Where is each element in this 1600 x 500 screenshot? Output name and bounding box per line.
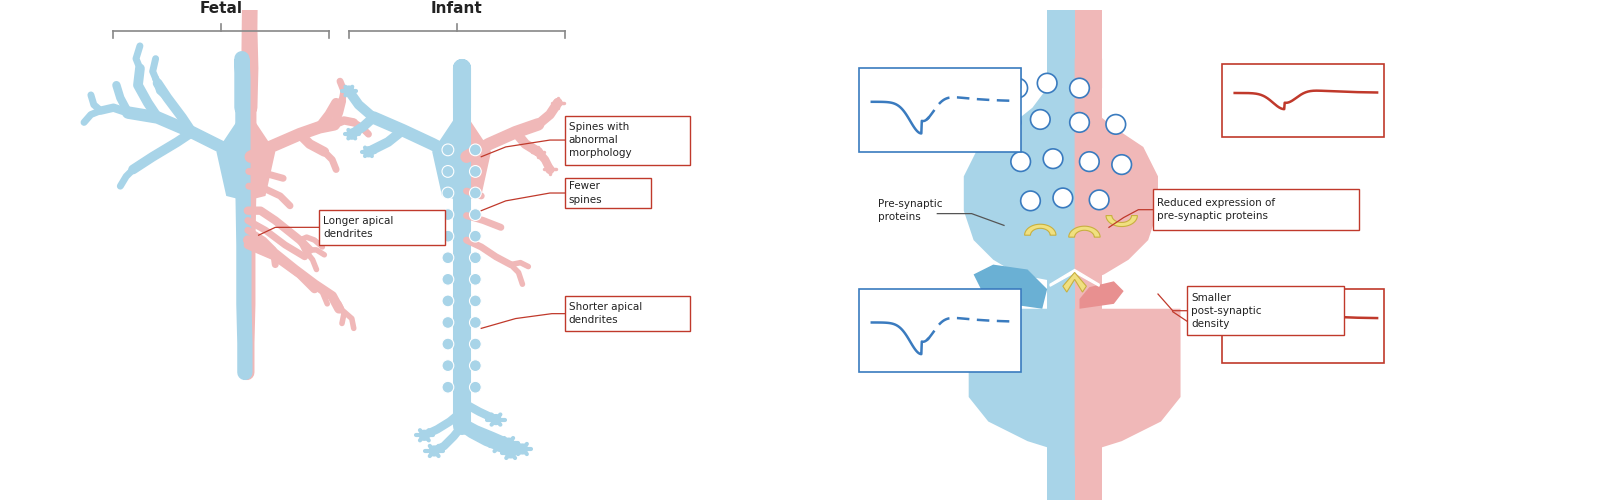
- Text: Spines with
abnormal
morphology: Spines with abnormal morphology: [568, 122, 630, 158]
- Circle shape: [469, 295, 482, 307]
- Text: Fetal: Fetal: [200, 2, 243, 16]
- Circle shape: [554, 99, 562, 106]
- Circle shape: [1070, 112, 1090, 132]
- Polygon shape: [1106, 216, 1138, 226]
- Circle shape: [469, 382, 482, 393]
- Circle shape: [442, 295, 454, 307]
- Circle shape: [363, 147, 373, 156]
- Polygon shape: [968, 308, 1075, 456]
- Circle shape: [469, 144, 482, 156]
- Circle shape: [442, 187, 454, 199]
- Text: Smaller
post-synaptic
density: Smaller post-synaptic density: [1192, 292, 1262, 329]
- Circle shape: [1112, 155, 1131, 174]
- Circle shape: [1090, 190, 1109, 210]
- Circle shape: [1037, 74, 1058, 93]
- Circle shape: [347, 130, 357, 139]
- Circle shape: [469, 208, 482, 220]
- Circle shape: [469, 360, 482, 372]
- Circle shape: [442, 208, 454, 220]
- Bar: [1187, 286, 1344, 335]
- Polygon shape: [432, 108, 462, 201]
- Circle shape: [1008, 78, 1027, 98]
- Circle shape: [1011, 152, 1030, 172]
- Circle shape: [442, 230, 454, 242]
- Circle shape: [419, 430, 429, 440]
- Text: Infant: Infant: [430, 2, 483, 16]
- Bar: [565, 296, 690, 332]
- Circle shape: [344, 86, 354, 96]
- Circle shape: [442, 166, 454, 177]
- Circle shape: [504, 438, 514, 448]
- Circle shape: [442, 316, 454, 328]
- Circle shape: [442, 338, 454, 350]
- Circle shape: [442, 382, 454, 393]
- Text: Fewer
spines: Fewer spines: [568, 182, 602, 204]
- Circle shape: [442, 274, 454, 285]
- Circle shape: [1030, 110, 1050, 130]
- Circle shape: [469, 252, 482, 264]
- Polygon shape: [1080, 282, 1123, 308]
- Bar: [565, 116, 690, 164]
- Text: Pre-synaptic
proteins: Pre-synaptic proteins: [878, 199, 942, 222]
- Circle shape: [469, 166, 482, 177]
- Circle shape: [1053, 188, 1072, 208]
- Polygon shape: [1069, 226, 1101, 237]
- Circle shape: [469, 187, 482, 199]
- Circle shape: [469, 230, 482, 242]
- Polygon shape: [1062, 272, 1086, 292]
- Bar: [1046, 10, 1075, 500]
- Circle shape: [1080, 152, 1099, 172]
- Polygon shape: [1050, 270, 1099, 286]
- Circle shape: [469, 316, 482, 328]
- Polygon shape: [216, 108, 246, 201]
- Bar: [1154, 189, 1358, 230]
- Circle shape: [1021, 191, 1040, 210]
- Bar: [1222, 64, 1384, 137]
- Circle shape: [1002, 112, 1021, 132]
- Polygon shape: [1024, 224, 1056, 235]
- Circle shape: [469, 338, 482, 350]
- Text: Longer apical
dendrites: Longer apical dendrites: [323, 216, 394, 239]
- Polygon shape: [973, 264, 1046, 308]
- Circle shape: [442, 252, 454, 264]
- Circle shape: [1106, 114, 1126, 134]
- Circle shape: [429, 446, 438, 456]
- Polygon shape: [246, 108, 275, 201]
- Bar: [565, 178, 651, 208]
- Text: Shorter apical
dendrites: Shorter apical dendrites: [568, 302, 642, 326]
- Bar: [859, 289, 1021, 372]
- Polygon shape: [963, 58, 1075, 284]
- Circle shape: [546, 166, 554, 173]
- Bar: [1075, 10, 1102, 500]
- Circle shape: [442, 360, 454, 372]
- Polygon shape: [1075, 308, 1181, 456]
- Polygon shape: [1075, 58, 1158, 284]
- Circle shape: [1070, 78, 1090, 98]
- Bar: [859, 68, 1021, 152]
- Bar: [320, 210, 445, 245]
- Circle shape: [491, 414, 501, 424]
- Circle shape: [469, 274, 482, 285]
- Circle shape: [506, 448, 515, 458]
- Circle shape: [1043, 149, 1062, 169]
- Circle shape: [517, 444, 528, 454]
- Circle shape: [442, 144, 454, 156]
- Polygon shape: [462, 108, 491, 201]
- Bar: [1222, 289, 1384, 362]
- Circle shape: [494, 441, 504, 451]
- Text: Reduced expression of
pre-synaptic proteins: Reduced expression of pre-synaptic prote…: [1157, 198, 1275, 222]
- Circle shape: [534, 148, 542, 156]
